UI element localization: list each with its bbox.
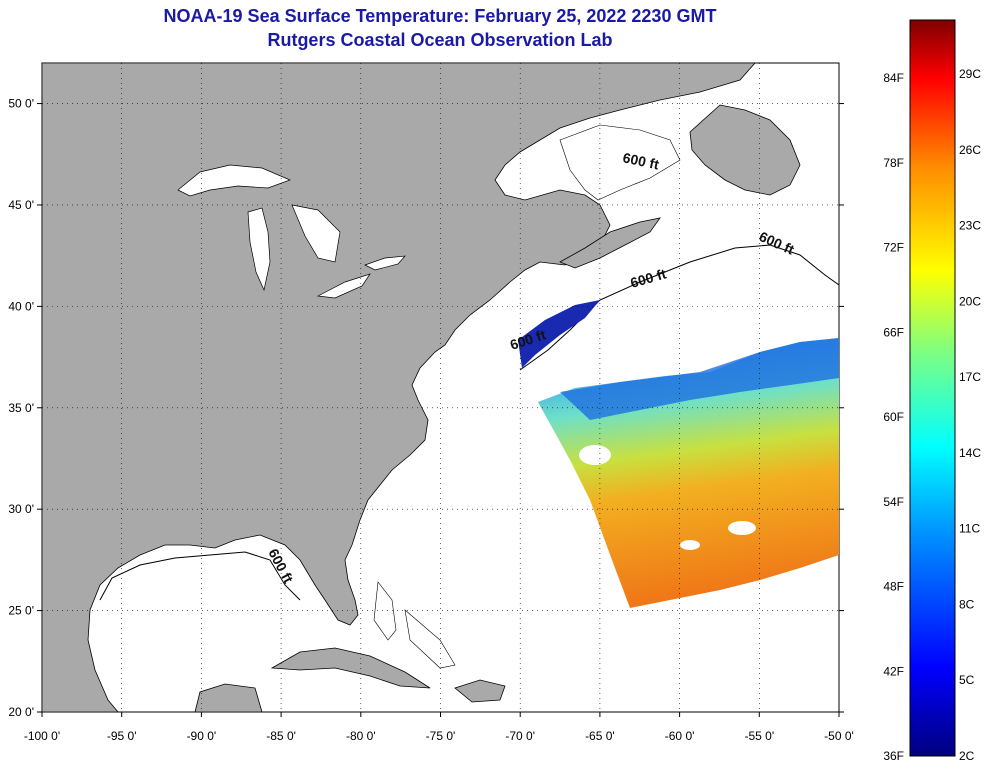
y-tick-label: 50 0': [8, 97, 34, 111]
map-subtitle: Rutgers Coastal Ocean Observation Lab: [267, 30, 613, 50]
isobath-600ft-gulf: [99, 551, 301, 601]
newfoundland-land: [689, 104, 801, 196]
lake-huron: [291, 204, 341, 263]
colorbar-c-label: 14C: [959, 446, 981, 460]
sst-coastal-cold: [518, 300, 600, 368]
x-tick-label: -70 0': [505, 729, 535, 743]
colorbar-f-label: 78F: [883, 156, 904, 170]
gulf-st-lawrence: [559, 124, 681, 201]
yucatan-land: [194, 683, 263, 712]
colorbar-fahrenheit-labels: 84F 78F 72F 66F 60F 54F 48F 42F 36F: [883, 71, 904, 763]
colorbar-f-label: 66F: [883, 325, 904, 339]
y-tick-label: 30 0': [8, 502, 34, 516]
colorbar-f-label: 72F: [883, 241, 904, 255]
colorbar-c-label: 23C: [959, 219, 981, 233]
lake-michigan: [247, 207, 271, 292]
x-tick-label: -75 0': [426, 729, 456, 743]
colorbar-f-label: 48F: [883, 580, 904, 594]
cuba-land: [270, 647, 431, 689]
y-tick-label: 20 0': [8, 705, 34, 719]
colorbar-c-label: 26C: [959, 143, 981, 157]
map-title: NOAA-19 Sea Surface Temperature: Februar…: [163, 6, 717, 26]
cloud-gap: [579, 445, 611, 465]
graticule: [42, 63, 839, 712]
colorbar-c-label: 29C: [959, 67, 981, 81]
contour-label: 600 ft: [621, 149, 660, 172]
x-tick-label: -85 0': [266, 729, 296, 743]
colorbar-c-label: 20C: [959, 294, 981, 308]
x-tick-label: -50 0': [824, 729, 854, 743]
sst-cold-band: [560, 338, 839, 420]
cloud-gap: [680, 540, 700, 550]
x-axis-ticks: -100 0' -95 0' -90 0' -85 0' -80 0' -75 0' -70…: [24, 712, 854, 743]
x-tick-label: -60 0': [665, 729, 695, 743]
colorbar-celsius-labels: 29C 26C 23C 20C 17C 14C 11C 8C 5C 2C: [959, 67, 981, 763]
x-tick-label: -65 0': [585, 729, 615, 743]
lake-superior: [177, 164, 291, 197]
colorbar-f-label: 42F: [883, 664, 904, 678]
y-tick-label: 25 0': [8, 604, 34, 618]
y-axis-ticks: 50 0' 45 0' 40 0' 35 0' 30 0' 25 0' 20 0': [8, 97, 844, 719]
colorbar-c-label: 17C: [959, 370, 981, 384]
x-tick-label: -55 0': [744, 729, 774, 743]
colorbar: [909, 19, 956, 757]
colorbar-c-label: 11C: [959, 522, 980, 536]
nova-scotia-land: [559, 217, 661, 269]
colorbar-c-label: 5C: [959, 673, 975, 687]
colorbar-f-label: 54F: [883, 495, 904, 509]
colorbar-c-label: 2C: [959, 749, 975, 763]
colorbar-f-label: 60F: [883, 410, 904, 424]
x-tick-label: -100 0': [24, 729, 60, 743]
y-tick-label: 40 0': [8, 299, 34, 313]
north-america-land: [42, 63, 756, 712]
y-tick-label: 45 0': [8, 198, 34, 212]
lake-erie: [316, 273, 371, 299]
x-tick-label: -95 0': [107, 729, 137, 743]
cloud-gap: [728, 521, 756, 535]
y-tick-label: 35 0': [8, 401, 34, 415]
bahamas-banks: [373, 581, 456, 669]
x-tick-label: -80 0': [346, 729, 376, 743]
isobath-600ft: [519, 244, 839, 371]
hispaniola-land: [454, 679, 506, 703]
colorbar-f-label: 84F: [883, 71, 904, 85]
colorbar-f-label: 36F: [883, 749, 904, 763]
x-tick-label: -90 0': [187, 729, 217, 743]
lake-ontario: [364, 255, 406, 271]
colorbar-c-label: 8C: [959, 597, 975, 611]
